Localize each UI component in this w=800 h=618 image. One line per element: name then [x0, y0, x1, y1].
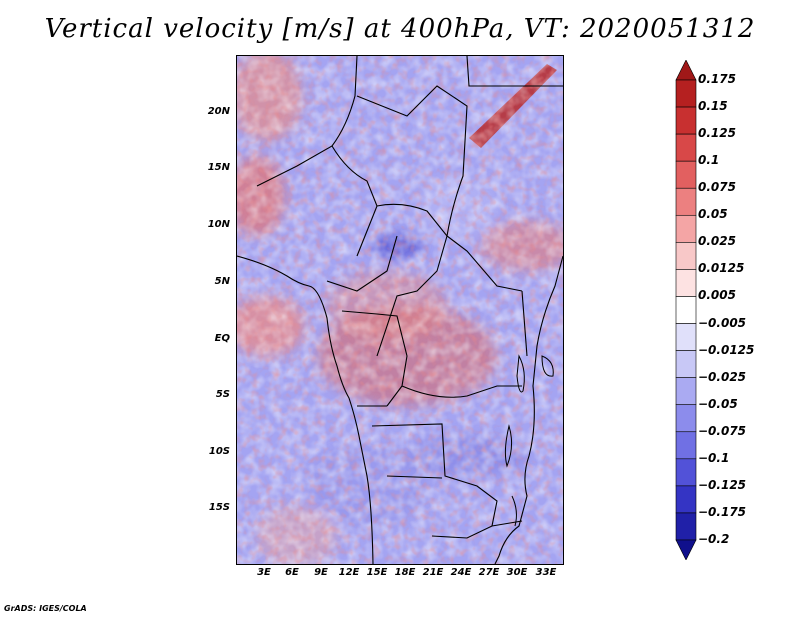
- lon-label: 6E: [285, 567, 299, 578]
- chart-title: Vertical velocity [m/s] at 400hPa, VT: 2…: [44, 14, 756, 44]
- colorbar-segment: [675, 404, 697, 433]
- lat-label: 5N: [214, 276, 230, 287]
- lat-label: EQ: [214, 333, 230, 344]
- colorbar: [675, 60, 697, 560]
- colorbar-label: −0.1: [698, 450, 730, 465]
- colorbar-label: 0.075: [698, 180, 736, 195]
- lon-label: 30E: [506, 567, 528, 578]
- colorbar-segment: [675, 106, 697, 135]
- colorbar-label: −0.005: [698, 315, 747, 330]
- colorbar-segment: [675, 431, 697, 460]
- colorbar-label: 0.025: [698, 234, 736, 249]
- colorbar-label: −0.175: [698, 504, 747, 519]
- lakes: [504, 354, 554, 527]
- colorbar-segment: [675, 485, 697, 514]
- colorbar-label: −0.075: [698, 423, 747, 438]
- colorbar-label: 0.125: [698, 126, 736, 141]
- lon-label: 9E: [314, 567, 328, 578]
- colorbar-label: 0.1: [698, 153, 720, 168]
- colorbar-segment: [675, 512, 697, 541]
- colorbar-segment: [675, 79, 697, 108]
- lon-label: 24E: [450, 567, 472, 578]
- footer-credit: GrADS: IGES/COLA: [4, 604, 87, 613]
- lon-label: 15E: [366, 567, 388, 578]
- colorbar-segment: [675, 187, 697, 216]
- colorbar-label: 0.05: [698, 207, 728, 222]
- colorbar-label: −0.2: [698, 532, 730, 546]
- lon-label: 3E: [257, 567, 271, 578]
- colorbar-label: −0.0125: [698, 342, 755, 357]
- lat-label: 10N: [207, 219, 230, 230]
- colorbar-segment: [675, 323, 697, 351]
- colorbar-segment: [675, 133, 697, 162]
- lat-label: 20N: [207, 106, 230, 117]
- country-borders: [237, 56, 563, 564]
- colorbar-segment: [675, 60, 697, 81]
- lon-label: 18E: [394, 567, 416, 578]
- lat-label: 5S: [215, 389, 230, 400]
- colorbar-label: 0.175: [698, 72, 736, 86]
- colorbar-segment: [675, 296, 697, 324]
- lon-label: 27E: [478, 567, 500, 578]
- map-panel: [236, 55, 564, 565]
- colorbar-segment: [675, 269, 697, 297]
- lat-label: 10S: [208, 446, 230, 457]
- lat-label: 15S: [208, 502, 230, 513]
- colorbar-segment: [675, 350, 697, 378]
- colorbar-segment: [675, 458, 697, 487]
- lon-label: 21E: [422, 567, 444, 578]
- colorbar-label: 0.005: [698, 288, 736, 303]
- colorbar-segment: [675, 214, 697, 243]
- velocity-field: [237, 56, 563, 564]
- colorbar-label: −0.05: [698, 396, 738, 411]
- lon-label: 12E: [338, 567, 360, 578]
- colorbar-label: 0.15: [698, 99, 728, 114]
- colorbar-segment: [675, 242, 697, 270]
- colorbar-label: 0.0125: [698, 261, 745, 276]
- lon-label: 33E: [535, 567, 557, 578]
- colorbar-label: −0.025: [698, 369, 747, 384]
- colorbar-segment: [675, 539, 697, 560]
- colorbar-label: −0.125: [698, 477, 747, 492]
- colorbar-segment: [675, 377, 697, 406]
- colorbar-segment: [675, 160, 697, 189]
- lat-label: 15N: [207, 162, 230, 173]
